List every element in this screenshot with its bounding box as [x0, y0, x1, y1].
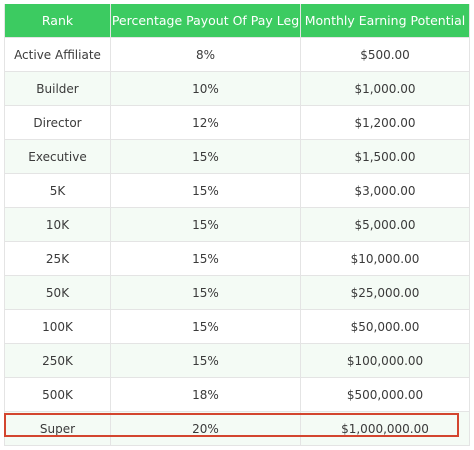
cell-rank: 25K — [4, 241, 111, 276]
cell-percentage: 10% — [110, 71, 301, 106]
header-rank: Rank — [4, 4, 111, 38]
cell-rank: Executive — [4, 139, 111, 174]
header-percentage-payout: Percentage Payout Of Pay Leg — [110, 4, 301, 38]
cell-rank: Super — [4, 411, 111, 446]
rank-payout-table: Rank Percentage Payout Of Pay Leg Monthl… — [4, 4, 470, 446]
cell-percentage: 8% — [110, 37, 301, 72]
table-row: 25K 15% $10,000.00 — [4, 241, 470, 276]
cell-earning: $50,000.00 — [300, 309, 470, 344]
cell-earning: $1,000,000.00 — [300, 411, 470, 446]
cell-rank: Director — [4, 105, 111, 140]
cell-earning: $1,200.00 — [300, 105, 470, 140]
cell-earning: $100,000.00 — [300, 343, 470, 378]
table-row: Active Affiliate 8% $500.00 — [4, 37, 470, 72]
table-body: Active Affiliate 8% $500.00 Builder 10% … — [4, 37, 470, 446]
table-row: Builder 10% $1,000.00 — [4, 71, 470, 106]
table-row: 10K 15% $5,000.00 — [4, 207, 470, 242]
cell-earning: $5,000.00 — [300, 207, 470, 242]
cell-earning: $25,000.00 — [300, 275, 470, 310]
table-row: Director 12% $1,200.00 — [4, 105, 470, 140]
cell-percentage: 15% — [110, 173, 301, 208]
cell-rank: 10K — [4, 207, 111, 242]
cell-rank: 5K — [4, 173, 111, 208]
cell-rank: 250K — [4, 343, 111, 378]
cell-rank: 500K — [4, 377, 111, 412]
cell-percentage: 20% — [110, 411, 301, 446]
cell-rank: Active Affiliate — [4, 37, 111, 72]
cell-percentage: 15% — [110, 139, 301, 174]
cell-rank: 50K — [4, 275, 111, 310]
cell-percentage: 12% — [110, 105, 301, 140]
header-monthly-earning: Monthly Earning Potential — [300, 4, 470, 38]
cell-percentage: 15% — [110, 275, 301, 310]
table-row: 50K 15% $25,000.00 — [4, 275, 470, 310]
table-row: 250K 15% $100,000.00 — [4, 343, 470, 378]
cell-percentage: 18% — [110, 377, 301, 412]
header-row: Rank Percentage Payout Of Pay Leg Monthl… — [4, 4, 470, 38]
table-row: 5K 15% $3,000.00 — [4, 173, 470, 208]
table-row: 100K 15% $50,000.00 — [4, 309, 470, 344]
cell-percentage: 15% — [110, 207, 301, 242]
cell-earning: $500,000.00 — [300, 377, 470, 412]
cell-rank: Builder — [4, 71, 111, 106]
table-row: Executive 15% $1,500.00 — [4, 139, 470, 174]
table-header: Rank Percentage Payout Of Pay Leg Monthl… — [4, 4, 470, 38]
cell-earning: $3,000.00 — [300, 173, 470, 208]
cell-earning: $1,000.00 — [300, 71, 470, 106]
cell-percentage: 15% — [110, 309, 301, 344]
cell-rank: 100K — [4, 309, 111, 344]
cell-percentage: 15% — [110, 343, 301, 378]
table-row: 500K 18% $500,000.00 — [4, 377, 470, 412]
rank-table-container: Rank Percentage Payout Of Pay Leg Monthl… — [4, 4, 470, 446]
cell-earning: $500.00 — [300, 37, 470, 72]
cell-earning: $10,000.00 — [300, 241, 470, 276]
cell-percentage: 15% — [110, 241, 301, 276]
table-row-highlighted: Super 20% $1,000,000.00 — [4, 411, 470, 446]
cell-earning: $1,500.00 — [300, 139, 470, 174]
